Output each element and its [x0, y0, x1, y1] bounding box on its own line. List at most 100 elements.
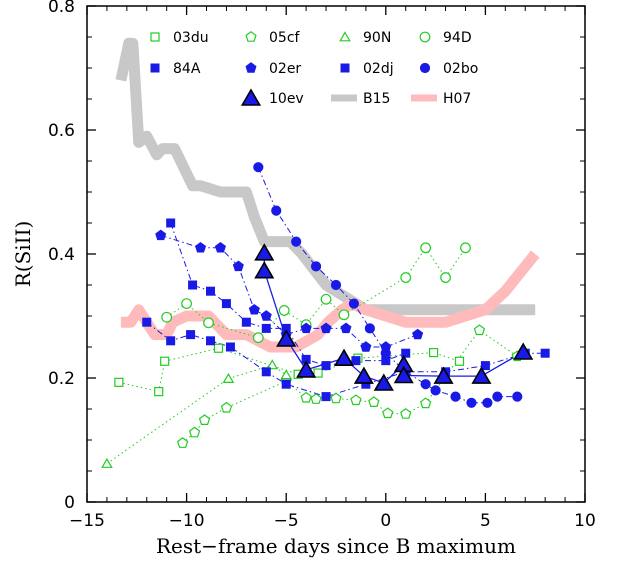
series-90n-point — [280, 369, 293, 380]
y-tick-label: 0.2 — [48, 369, 75, 389]
legend-label: 02dj — [363, 61, 394, 77]
series-94d-point — [203, 317, 214, 329]
series-10ev-point — [353, 366, 374, 384]
series-02bo-point — [466, 397, 477, 408]
series-02er-point — [214, 241, 226, 253]
series-84a-point — [401, 348, 411, 358]
series-94d-point — [161, 311, 173, 323]
series-02dj-point — [480, 361, 490, 371]
series-02dj-point — [261, 367, 271, 377]
legend-label: 94D — [443, 30, 472, 46]
series-10ev-point — [333, 348, 354, 367]
series-90n-point — [101, 457, 113, 468]
series-02dj-point — [281, 379, 291, 389]
legend-swatch — [419, 31, 431, 43]
series-05cf-point — [188, 426, 201, 438]
series-05cf-point — [300, 391, 312, 403]
series-02bo-point — [330, 279, 342, 291]
series-94d-line — [166, 246, 466, 339]
legend-label: 84A — [173, 61, 201, 77]
series-03du-point — [160, 356, 170, 366]
series-84a-point — [321, 361, 331, 371]
series-03du-point — [454, 356, 465, 366]
legend-item-02dj: 02dj — [340, 61, 394, 77]
legend-label: 90N — [363, 30, 391, 46]
series-94d-point — [400, 272, 412, 283]
series-05cf-point — [198, 414, 211, 425]
series-02bo-point — [310, 261, 322, 272]
series-10ev-point — [254, 261, 275, 279]
series-05cf-point — [350, 394, 362, 406]
series-02er-point — [412, 328, 424, 340]
legend-swatch — [339, 31, 351, 42]
y-tick-label: 0.4 — [48, 245, 75, 265]
series-02bo-point — [430, 385, 441, 396]
marker-layer — [101, 162, 550, 468]
x-tick-label: 0 — [380, 511, 391, 531]
legend: 03du 05cf 90N 94D 84A 02er 02dj 02bo 10ev B15 H07 — [150, 30, 478, 107]
series-02bo-line — [257, 167, 518, 404]
series-02er-point — [360, 341, 372, 352]
x-tick-label: −10 — [169, 511, 205, 531]
series-10ev-point — [393, 365, 414, 384]
series-h07-line — [120, 250, 540, 353]
series-02er-point — [260, 310, 272, 321]
legend-label: B15 — [363, 91, 390, 107]
series-02dj-point — [540, 348, 550, 358]
legend-swatch — [240, 88, 262, 106]
legend-swatch — [419, 62, 431, 74]
series-03du-point — [429, 347, 439, 358]
series-02bo-point — [253, 162, 264, 173]
legend-item-94d: 94D — [419, 30, 472, 46]
series-02dj-point — [321, 392, 331, 402]
series-02bo-point — [512, 391, 523, 402]
series-05cf-point — [330, 392, 342, 404]
legend-label: 02er — [269, 61, 301, 77]
legend-label: 05cf — [269, 30, 301, 46]
series-02dj-point — [142, 317, 152, 327]
series-02bo-point — [450, 391, 461, 402]
legend-item-84a: 84A — [150, 61, 201, 77]
y-tick-label: 0 — [64, 493, 75, 513]
x-tick-label: −15 — [69, 511, 105, 531]
series-84a-point — [261, 323, 271, 333]
legend-item-05cf: 05cf — [245, 30, 301, 46]
series-02dj-point — [206, 336, 216, 346]
y-axis-title: R(SiII) — [11, 221, 35, 288]
series-84a-point — [166, 218, 176, 228]
series-02dj-point — [225, 342, 235, 352]
series-10ev-point — [254, 243, 275, 261]
series-10ev-point — [296, 360, 317, 378]
legend-label: 03du — [173, 30, 209, 46]
series-10ev-point — [471, 366, 492, 384]
series-02er-point — [300, 322, 312, 334]
legend-swatch — [245, 62, 257, 73]
series-03du-point — [154, 387, 164, 397]
x-tick-label: 10 — [574, 511, 596, 531]
series-94d-point — [278, 305, 290, 316]
legend-item-02bo: 02bo — [419, 61, 478, 77]
series-02bo-point — [482, 397, 493, 408]
y-tick-label: 0.8 — [48, 0, 75, 17]
series-84a-point — [188, 280, 198, 290]
legend-label: H07 — [443, 91, 471, 107]
x-axis-title: Rest−frame days since B maximum — [156, 534, 516, 558]
series-02er-point — [195, 241, 207, 253]
legend-item-h07: H07 — [411, 91, 471, 107]
legend-swatch — [245, 31, 257, 42]
series-05cf-point — [220, 401, 233, 413]
legend-label: 02bo — [443, 61, 478, 77]
series-03du-point — [313, 368, 323, 378]
series-90n-point — [222, 372, 235, 383]
series-84a-point — [206, 286, 216, 296]
series-94d-point — [440, 272, 451, 283]
series-94d-point — [320, 293, 332, 305]
series-02bo-point — [364, 323, 375, 334]
series-02bo-point — [271, 205, 282, 216]
legend-label: 10ev — [269, 91, 304, 107]
series-02dj-point — [166, 336, 176, 346]
series-02bo-point — [420, 379, 431, 390]
series-94d-point — [338, 309, 350, 321]
legend-swatch — [150, 32, 160, 42]
